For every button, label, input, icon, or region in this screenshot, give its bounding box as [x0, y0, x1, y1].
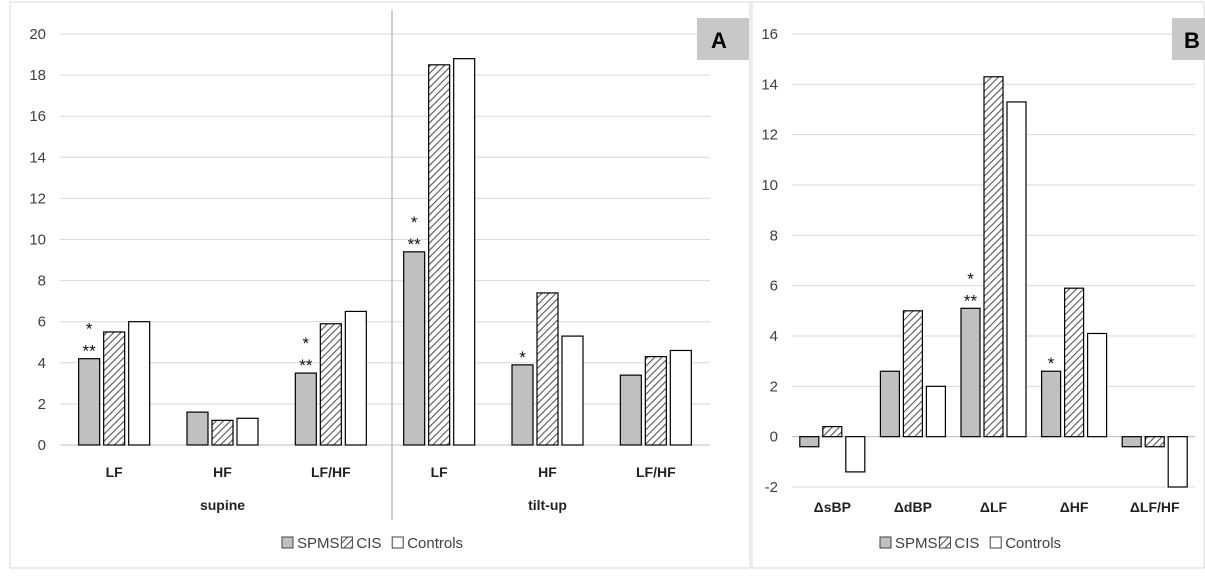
legend-label-spms: SPMS [297, 535, 340, 552]
category-label: LF/HF [311, 464, 351, 480]
significance-marker: * [1048, 354, 1055, 373]
bar-controls-0 [128, 321, 151, 446]
legend-label-cis: CIS [954, 535, 979, 552]
y-tick-label: 2 [770, 378, 778, 395]
significance-marker: ** [299, 356, 313, 375]
bar-cis-2 [319, 323, 342, 446]
significance-marker: * [303, 334, 310, 353]
category-label: ΔdBP [894, 499, 932, 515]
legend-swatch-spms [879, 536, 892, 549]
panel-b-frame [751, 1, 1205, 569]
y-tick-label: 6 [38, 314, 46, 331]
category-label: ΔLF [980, 499, 1008, 515]
legend-label-spms: SPMS [895, 535, 938, 552]
category-label: ΔLF/HF [1130, 499, 1180, 515]
bar-spms-1 [186, 411, 209, 446]
significance-marker: * [86, 320, 93, 339]
panel-label-box [697, 18, 749, 60]
category-label: ΔsBP [814, 499, 851, 515]
significance-marker: ** [964, 291, 978, 310]
bar-cis-0 [822, 426, 843, 438]
bar-controls-2 [1006, 101, 1027, 438]
bar-controls-3 [1086, 332, 1108, 438]
group-label: tilt-up [528, 497, 567, 513]
bar-cis-3 [1063, 287, 1085, 438]
bar-controls-0 [845, 436, 866, 473]
category-label: ΔHF [1060, 499, 1089, 515]
legend-swatch-cis [340, 536, 353, 549]
legend-swatch-controls [391, 536, 404, 549]
bar-spms-3 [403, 251, 426, 446]
category-label: LF/HF [636, 464, 676, 480]
y-tick-label: 10 [761, 177, 778, 194]
y-tick-label: 20 [29, 26, 46, 43]
significance-marker: ** [83, 342, 97, 361]
bar-controls-1 [236, 417, 259, 446]
bar-spms-3 [1040, 370, 1062, 438]
bar-cis-1 [211, 419, 234, 446]
bar-spms-2 [960, 307, 981, 438]
bar-controls-5 [669, 349, 692, 446]
y-tick-label: 14 [29, 149, 46, 166]
category-label: HF [213, 464, 232, 480]
y-tick-label: -2 [765, 479, 778, 496]
y-tick-label: 6 [770, 278, 778, 295]
y-tick-label: 12 [29, 190, 46, 207]
y-tick-label: 4 [770, 328, 778, 345]
bar-spms-4 [1121, 436, 1142, 448]
significance-marker: ** [408, 235, 422, 254]
panel-label-box [1172, 18, 1205, 60]
y-tick-label: 8 [770, 227, 778, 244]
bar-cis-0 [103, 331, 126, 446]
category-label: LF [431, 464, 449, 480]
bar-cis-1 [902, 310, 924, 438]
y-tick-label: 0 [770, 429, 778, 446]
panel-a-frame [9, 1, 751, 569]
bar-cis-5 [644, 356, 667, 446]
y-tick-label: 10 [29, 232, 46, 249]
bar-spms-5 [619, 374, 642, 446]
bar-spms-0 [799, 436, 820, 448]
bar-controls-4 [1167, 436, 1188, 488]
significance-marker: * [519, 348, 526, 367]
bar-cis-2 [983, 76, 1004, 438]
y-tick-label: 18 [29, 67, 46, 84]
panel-label: A [711, 28, 727, 53]
panel-a: 0 2 4 6 8 10 12 14 16 18 20 LF HF LF/HF LF HF LF/HF supin… [29, 10, 749, 552]
y-tick-label: 0 [38, 437, 46, 454]
bar-cis-4 [1144, 436, 1165, 448]
category-label: LF [106, 464, 124, 480]
legend-swatch-controls [989, 536, 1002, 549]
bar-controls-4 [561, 335, 584, 446]
bar-controls-2 [344, 310, 367, 446]
legend-swatch-cis [938, 536, 951, 549]
y-tick-label: 2 [38, 396, 46, 413]
panel-label: B [1184, 28, 1200, 53]
bar-controls-3 [453, 58, 476, 446]
bar-controls-1 [925, 385, 947, 438]
legend-swatch-spms [281, 536, 294, 549]
y-tick-label: 14 [761, 76, 778, 93]
bar-spms-4 [511, 364, 534, 446]
significance-marker: * [411, 213, 418, 232]
bar-cis-4 [536, 292, 559, 446]
category-label: HF [538, 464, 557, 480]
legend-label-controls: Controls [407, 535, 463, 552]
legend-label-controls: Controls [1005, 535, 1061, 552]
significance-marker: * [967, 269, 974, 288]
bar-spms-1 [879, 370, 901, 438]
group-label: supine [200, 497, 245, 513]
y-tick-label: 12 [761, 127, 778, 144]
y-tick-label: 8 [38, 273, 46, 290]
y-tick-label: 16 [29, 108, 46, 125]
y-tick-label: 16 [761, 26, 778, 43]
bar-spms-2 [294, 372, 317, 446]
bar-spms-0 [78, 358, 101, 446]
legend-label-cis: CIS [356, 535, 381, 552]
y-tick-label: 4 [38, 355, 46, 372]
bar-cis-3 [428, 64, 451, 446]
